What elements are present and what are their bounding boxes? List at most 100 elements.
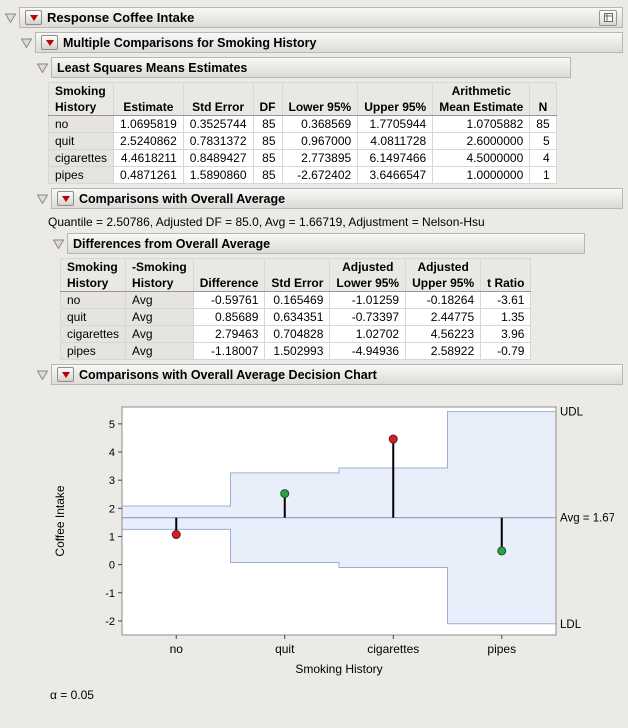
column-header: N — [529, 82, 557, 116]
mean-point[interactable] — [497, 546, 507, 556]
value-cell: 5 — [529, 132, 557, 150]
value-cell: 4.56223 — [405, 325, 482, 343]
red-triangle-menu-icon[interactable] — [25, 10, 42, 25]
value-cell: -3.61 — [480, 291, 532, 309]
value-cell: -1.18007 — [192, 342, 266, 360]
value-cell: 4.4618211 — [113, 149, 184, 167]
multiple-comparisons-header-band: Multiple Comparisons for Smoking History — [35, 32, 623, 53]
y-tick-label: -1 — [105, 588, 115, 600]
value-cell: -0.59761 — [192, 291, 266, 309]
lsm-table: Smoking History Estimate Std Error DF Lower … — [47, 82, 557, 184]
mean-point[interactable] — [388, 434, 398, 444]
outline-differences: Differences from Overall Average — [52, 233, 624, 254]
udl-label: UDL — [560, 407, 584, 419]
disclosure-triangle-icon[interactable] — [4, 12, 17, 23]
y-tick-label: 5 — [109, 419, 115, 431]
outline-decision-chart: Comparisons with Overall Average Decisio… — [36, 364, 624, 385]
value-cell: 85 — [252, 149, 283, 167]
outline-lsm: Least Squares Means Estimates — [36, 57, 624, 78]
value-cell: 1.02702 — [329, 325, 407, 343]
row-label-cell: no — [47, 115, 115, 133]
value-cell: 85 — [252, 166, 283, 184]
decision-chart-header-band: Comparisons with Overall Average Decisio… — [51, 364, 623, 385]
disclosure-triangle-icon[interactable] — [20, 37, 33, 48]
value-cell: -0.73397 — [329, 308, 407, 326]
decision-chart[interactable]: -2 -1 0 1 2 3 4 5 no quit cigarettes pipes UDL Avg = … — [48, 393, 615, 685]
x-tick-label: cigarettes — [367, 642, 419, 656]
overall-avg-title: Comparisons with Overall Average — [79, 191, 286, 206]
value-cell: 2.58922 — [405, 342, 482, 360]
disclosure-triangle-icon[interactable] — [52, 238, 65, 249]
x-tick-label: quit — [275, 642, 295, 656]
report-window: Response Coffee Intake Multiple Comparis… — [4, 7, 624, 702]
diff-table: Smoking History -Smoking History Differenc… — [59, 258, 532, 360]
table-row: cigarettes Avg 2.79463 0.704828 1.02702 4.562… — [59, 325, 532, 343]
y-tick-label: 1 — [109, 531, 115, 543]
value-cell: 1.502993 — [264, 342, 331, 360]
red-triangle-menu-icon[interactable] — [41, 35, 58, 50]
table-row: quit Avg 0.85689 0.634351 -0.73397 2.44775 1.3… — [59, 308, 532, 326]
red-triangle-menu-icon[interactable] — [57, 367, 74, 382]
response-header-band: Response Coffee Intake — [19, 7, 623, 28]
value-cell: 1.0695819 — [113, 115, 184, 133]
window-options-icon[interactable] — [599, 9, 617, 26]
column-header: Difference — [192, 258, 266, 292]
value-cell: 1.35 — [480, 308, 532, 326]
column-header: Arithmetic Mean Estimate — [432, 82, 531, 116]
mean-point[interactable] — [280, 489, 290, 499]
value-cell: 1.0000000 — [432, 166, 531, 184]
y-tick-label: 2 — [109, 503, 115, 515]
column-header: Std Error — [264, 258, 331, 292]
value-cell: 0.967000 — [281, 132, 359, 150]
row-label-cell: Avg — [125, 342, 194, 360]
lsm-table-container: Smoking History Estimate Std Error DF Lower … — [47, 82, 624, 184]
value-cell: 2.44775 — [405, 308, 482, 326]
value-cell: -4.94936 — [329, 342, 407, 360]
table-header-row: Smoking History Estimate Std Error DF Lower … — [47, 82, 557, 116]
value-cell: 0.4871261 — [113, 166, 184, 184]
value-cell: 1.0705882 — [432, 115, 531, 133]
value-cell: -0.79 — [480, 342, 532, 360]
value-cell: 1.5890860 — [182, 166, 254, 184]
table-row: cigarettes 4.4618211 0.8489427 85 2.773895 6.… — [47, 149, 557, 167]
table-row: no Avg -0.59761 0.165469 -1.01259 -0.18264 -3.… — [59, 291, 532, 309]
value-cell: 0.7831372 — [182, 132, 254, 150]
value-cell: 4 — [529, 149, 557, 167]
x-axis-title: Smoking History — [295, 662, 382, 676]
row-label-cell: Avg — [125, 308, 194, 326]
value-cell: 0.704828 — [264, 325, 331, 343]
column-header: -Smoking History — [125, 258, 194, 292]
ldl-label: LDL — [560, 619, 582, 631]
differences-header-band: Differences from Overall Average — [67, 233, 585, 254]
disclosure-triangle-icon[interactable] — [36, 193, 49, 204]
value-cell: 2.773895 — [281, 149, 359, 167]
y-tick-label: -2 — [105, 616, 115, 628]
red-triangle-menu-icon[interactable] — [57, 191, 74, 206]
row-label-cell: cigarettes — [47, 149, 115, 167]
column-header: Upper 95% — [357, 82, 434, 116]
value-cell: 85 — [529, 115, 557, 133]
disclosure-triangle-icon[interactable] — [36, 62, 49, 73]
column-header: Smoking History — [59, 258, 127, 292]
table-row: no 1.0695819 0.3525744 85 0.368569 1.7705944 1… — [47, 115, 557, 133]
plot-frame — [121, 406, 557, 636]
value-cell: -0.18264 — [405, 291, 482, 309]
decision-chart-block: -2 -1 0 1 2 3 4 5 no quit cigarettes pipes UDL Avg = … — [48, 393, 624, 688]
value-cell: 2.6000000 — [432, 132, 531, 150]
multiple-comparisons-title: Multiple Comparisons for Smoking History — [63, 35, 317, 50]
table-row: quit 2.5240862 0.7831372 85 0.967000 4.081172… — [47, 132, 557, 150]
diff-table-container: Smoking History -Smoking History Differenc… — [59, 258, 624, 360]
value-cell: 6.1497466 — [357, 149, 434, 167]
row-label-cell: pipes — [59, 342, 127, 360]
disclosure-triangle-icon[interactable] — [36, 369, 49, 380]
value-cell: 0.8489427 — [182, 149, 254, 167]
table-row: pipes Avg -1.18007 1.502993 -4.94936 2.58922-… — [59, 342, 532, 360]
value-cell: 2.5240862 — [113, 132, 184, 150]
lsm-title: Least Squares Means Estimates — [57, 60, 248, 75]
value-cell: 0.368569 — [281, 115, 359, 133]
y-axis-title: Coffee Intake — [53, 485, 67, 556]
value-cell: 85 — [252, 115, 283, 133]
row-label-cell: Avg — [125, 325, 194, 343]
mean-point[interactable] — [171, 530, 181, 540]
decision-chart-title: Comparisons with Overall Average Decisio… — [79, 367, 377, 382]
